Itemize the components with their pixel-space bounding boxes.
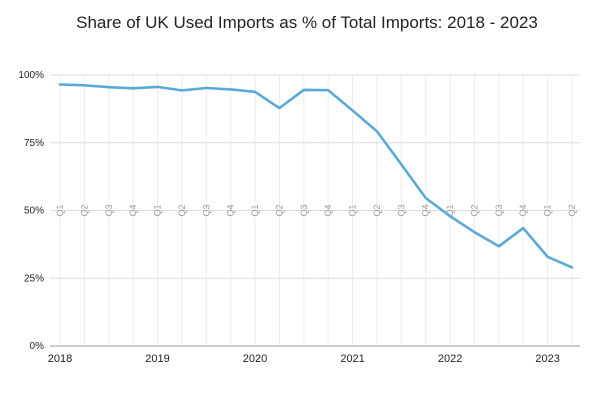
data-point	[156, 85, 159, 89]
x-tick-label: 2018	[48, 353, 72, 365]
y-tick-label: 100%	[18, 70, 44, 81]
gridlines	[50, 74, 580, 346]
quarter-label: Q4	[128, 204, 138, 216]
data-point	[473, 230, 476, 234]
quarter-label: Q3	[201, 204, 211, 216]
y-axis-tick-labels: 0% 25% 50% 75% 100%	[18, 70, 44, 352]
data-point	[131, 87, 135, 90]
y-tick-label: 25%	[24, 273, 44, 284]
data-point	[58, 83, 62, 86]
data-point	[205, 86, 208, 90]
series-line	[58, 83, 574, 269]
quarter-label: Q1	[348, 204, 358, 216]
x-axis-tick-labels: 2018 2019 2020 2021 2022 2023	[48, 353, 560, 365]
series-layer	[58, 83, 574, 269]
data-point	[497, 245, 501, 248]
quarter-label: Q1	[250, 204, 260, 216]
data-point	[400, 163, 403, 166]
y-tick-label: 0%	[30, 341, 45, 352]
quarter-label: Q1	[543, 204, 553, 216]
quarter-label: Q4	[323, 204, 333, 216]
x-tick-label: 2020	[243, 353, 267, 365]
quarter-label: Q4	[226, 204, 236, 216]
quarter-label: Q1	[445, 204, 455, 216]
quarter-label: Q3	[299, 204, 309, 216]
quarter-label: Q1	[153, 204, 163, 216]
x-tick-label: 2021	[340, 353, 364, 365]
data-point	[448, 214, 452, 218]
quarter-labels: Q1 Q2 Q3 Q4 Q1 Q2 Q3 Q4 Q1 Q2 Q3 Q4 Q1 Q2 Q3 Q4 Q1 Q2 Q3 Q4…	[55, 204, 577, 216]
data-point	[570, 266, 574, 269]
data-point	[522, 226, 525, 230]
x-tick-label: 2019	[145, 353, 169, 365]
quarter-label: Q2	[177, 204, 187, 216]
quarter-label: Q2	[567, 204, 577, 216]
data-point	[229, 88, 232, 91]
chart-title: Share of UK Used Imports as % of Total I…	[76, 13, 538, 32]
data-point	[424, 196, 427, 200]
quarter-label: Q3	[104, 204, 114, 216]
x-tick-label: 2022	[438, 353, 462, 365]
quarter-label: Q2	[469, 204, 479, 216]
quarter-label: Q4	[518, 204, 528, 216]
data-point	[278, 106, 281, 110]
data-point	[107, 85, 110, 89]
data-point	[253, 90, 257, 94]
data-point	[546, 255, 549, 259]
y-tick-label: 50%	[24, 206, 44, 217]
quarter-label: Q4	[421, 204, 431, 216]
quarter-label: Q2	[274, 204, 284, 216]
data-point	[326, 88, 330, 92]
data-point	[180, 89, 184, 92]
y-tick-label: 75%	[24, 138, 44, 149]
quarter-label: Q1	[55, 204, 65, 216]
data-point	[351, 109, 354, 112]
quarter-label: Q2	[79, 204, 89, 216]
x-tick-label: 2023	[535, 353, 559, 365]
data-point	[302, 88, 306, 92]
quarter-label: Q3	[396, 204, 406, 216]
quarter-label: Q3	[494, 204, 504, 216]
data-point	[375, 130, 379, 133]
data-point	[83, 84, 86, 87]
quarter-label: Q2	[372, 204, 382, 216]
